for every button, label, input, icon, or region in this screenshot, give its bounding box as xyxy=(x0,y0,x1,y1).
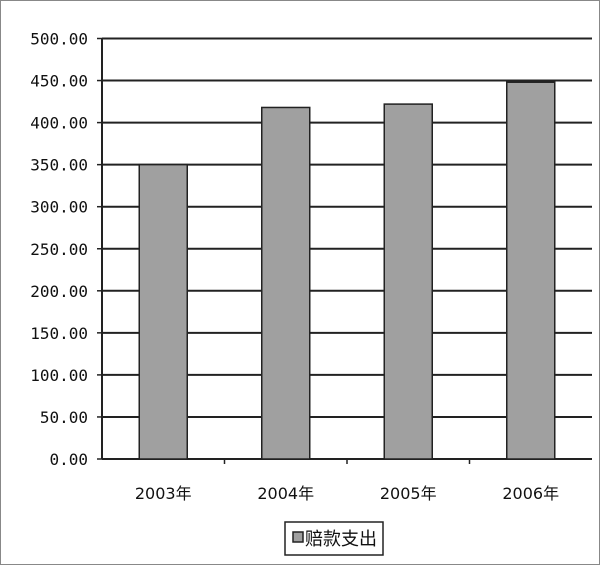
y-tick-label: 100.00 xyxy=(30,366,88,385)
bar-2004年 xyxy=(261,106,311,460)
bar-2003年 xyxy=(138,163,188,460)
bar-2005年 xyxy=(383,103,433,460)
x-tick-label: 2003年 xyxy=(135,484,192,503)
y-tick-label: 0.00 xyxy=(49,450,88,469)
x-tick-label: 2004年 xyxy=(257,484,314,503)
y-tick-label: 50.00 xyxy=(40,408,88,427)
x-tick-label: 2006年 xyxy=(502,484,559,503)
bar-2006年 xyxy=(506,81,556,460)
x-tick-label: 2005年 xyxy=(380,484,437,503)
legend-label: 赔款支出 xyxy=(305,529,377,550)
y-tick-label: 200.00 xyxy=(30,282,88,301)
y-tick-label: 250.00 xyxy=(30,240,88,259)
y-tick-label: 350.00 xyxy=(30,156,88,175)
y-tick-label: 400.00 xyxy=(30,114,88,133)
y-tick-label: 450.00 xyxy=(30,72,88,91)
y-tick-label: 300.00 xyxy=(30,198,88,217)
y-tick-label: 500.00 xyxy=(30,30,88,49)
legend-swatch xyxy=(292,531,304,543)
y-tick-label: 150.00 xyxy=(30,324,88,343)
